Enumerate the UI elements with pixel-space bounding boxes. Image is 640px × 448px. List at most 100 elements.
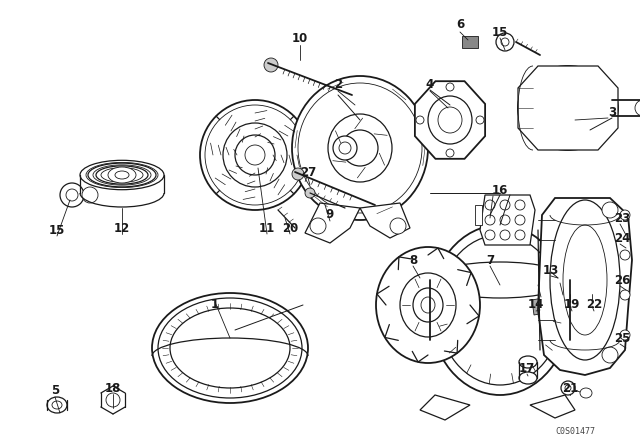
Text: 15: 15 xyxy=(49,224,65,237)
Text: 8: 8 xyxy=(409,254,417,267)
Ellipse shape xyxy=(96,166,148,184)
Ellipse shape xyxy=(339,142,351,154)
Ellipse shape xyxy=(60,183,84,207)
Polygon shape xyxy=(530,395,575,418)
Ellipse shape xyxy=(580,388,592,398)
Polygon shape xyxy=(518,66,618,150)
Text: 5: 5 xyxy=(51,383,59,396)
Polygon shape xyxy=(415,81,485,159)
Polygon shape xyxy=(420,395,470,420)
Ellipse shape xyxy=(52,401,62,409)
Ellipse shape xyxy=(540,84,596,132)
Text: 15: 15 xyxy=(492,26,508,39)
Text: 27: 27 xyxy=(300,165,316,178)
Ellipse shape xyxy=(170,308,290,388)
Polygon shape xyxy=(532,297,550,315)
Text: 2: 2 xyxy=(334,78,342,91)
Ellipse shape xyxy=(563,225,607,335)
Ellipse shape xyxy=(635,100,640,116)
Circle shape xyxy=(310,218,326,234)
Ellipse shape xyxy=(550,200,620,360)
Circle shape xyxy=(620,250,630,260)
Ellipse shape xyxy=(152,293,308,403)
Polygon shape xyxy=(305,203,360,243)
Ellipse shape xyxy=(518,66,618,150)
Circle shape xyxy=(545,272,551,278)
Ellipse shape xyxy=(524,72,612,144)
Polygon shape xyxy=(555,295,572,313)
Circle shape xyxy=(620,290,630,300)
Ellipse shape xyxy=(328,114,392,182)
Polygon shape xyxy=(538,198,632,375)
Ellipse shape xyxy=(519,372,537,384)
Circle shape xyxy=(390,218,406,234)
Circle shape xyxy=(485,200,495,210)
Ellipse shape xyxy=(438,107,462,133)
Ellipse shape xyxy=(264,58,278,72)
Ellipse shape xyxy=(376,247,480,363)
Text: 22: 22 xyxy=(586,298,602,311)
Ellipse shape xyxy=(82,187,98,203)
Text: 1: 1 xyxy=(211,298,219,311)
Text: 7: 7 xyxy=(486,254,494,267)
Text: 24: 24 xyxy=(614,232,630,245)
Text: 19: 19 xyxy=(564,298,580,311)
Ellipse shape xyxy=(292,76,428,220)
Polygon shape xyxy=(480,195,535,245)
Polygon shape xyxy=(462,36,478,48)
Polygon shape xyxy=(475,205,482,225)
Ellipse shape xyxy=(66,189,78,201)
Ellipse shape xyxy=(438,235,562,385)
Circle shape xyxy=(485,230,495,240)
Ellipse shape xyxy=(47,397,67,413)
Text: 23: 23 xyxy=(614,211,630,224)
Ellipse shape xyxy=(158,298,302,398)
Ellipse shape xyxy=(305,188,315,198)
Text: 10: 10 xyxy=(292,31,308,44)
Text: 16: 16 xyxy=(492,184,508,197)
Circle shape xyxy=(515,230,525,240)
Text: 20: 20 xyxy=(282,221,298,234)
Text: 26: 26 xyxy=(614,273,630,287)
Circle shape xyxy=(446,83,454,91)
Ellipse shape xyxy=(586,302,598,314)
Ellipse shape xyxy=(333,136,357,160)
Circle shape xyxy=(500,200,510,210)
Ellipse shape xyxy=(292,168,304,180)
Circle shape xyxy=(569,272,575,278)
Polygon shape xyxy=(540,265,580,295)
Ellipse shape xyxy=(93,165,151,185)
Ellipse shape xyxy=(205,105,305,205)
Ellipse shape xyxy=(223,123,287,187)
Circle shape xyxy=(485,215,495,225)
Circle shape xyxy=(500,230,510,240)
Ellipse shape xyxy=(400,273,456,337)
Ellipse shape xyxy=(108,167,136,183)
Ellipse shape xyxy=(496,33,514,51)
Ellipse shape xyxy=(430,262,570,298)
Circle shape xyxy=(602,202,618,218)
Text: 25: 25 xyxy=(614,332,630,345)
Text: 12: 12 xyxy=(114,221,130,234)
Ellipse shape xyxy=(550,93,586,123)
Text: 4: 4 xyxy=(426,78,434,91)
Text: 9: 9 xyxy=(326,208,334,221)
Ellipse shape xyxy=(86,162,158,188)
Ellipse shape xyxy=(430,225,570,395)
Ellipse shape xyxy=(564,302,576,314)
Circle shape xyxy=(515,200,525,210)
Ellipse shape xyxy=(428,96,472,144)
Ellipse shape xyxy=(413,288,443,322)
Circle shape xyxy=(476,116,484,124)
Text: 6: 6 xyxy=(456,18,464,31)
Ellipse shape xyxy=(101,168,143,182)
Polygon shape xyxy=(360,203,410,238)
Circle shape xyxy=(515,215,525,225)
Ellipse shape xyxy=(298,83,422,213)
Text: 14: 14 xyxy=(528,298,544,311)
Ellipse shape xyxy=(561,381,575,395)
Text: 11: 11 xyxy=(259,221,275,234)
Ellipse shape xyxy=(88,163,156,187)
Circle shape xyxy=(620,330,630,340)
Ellipse shape xyxy=(560,101,576,115)
